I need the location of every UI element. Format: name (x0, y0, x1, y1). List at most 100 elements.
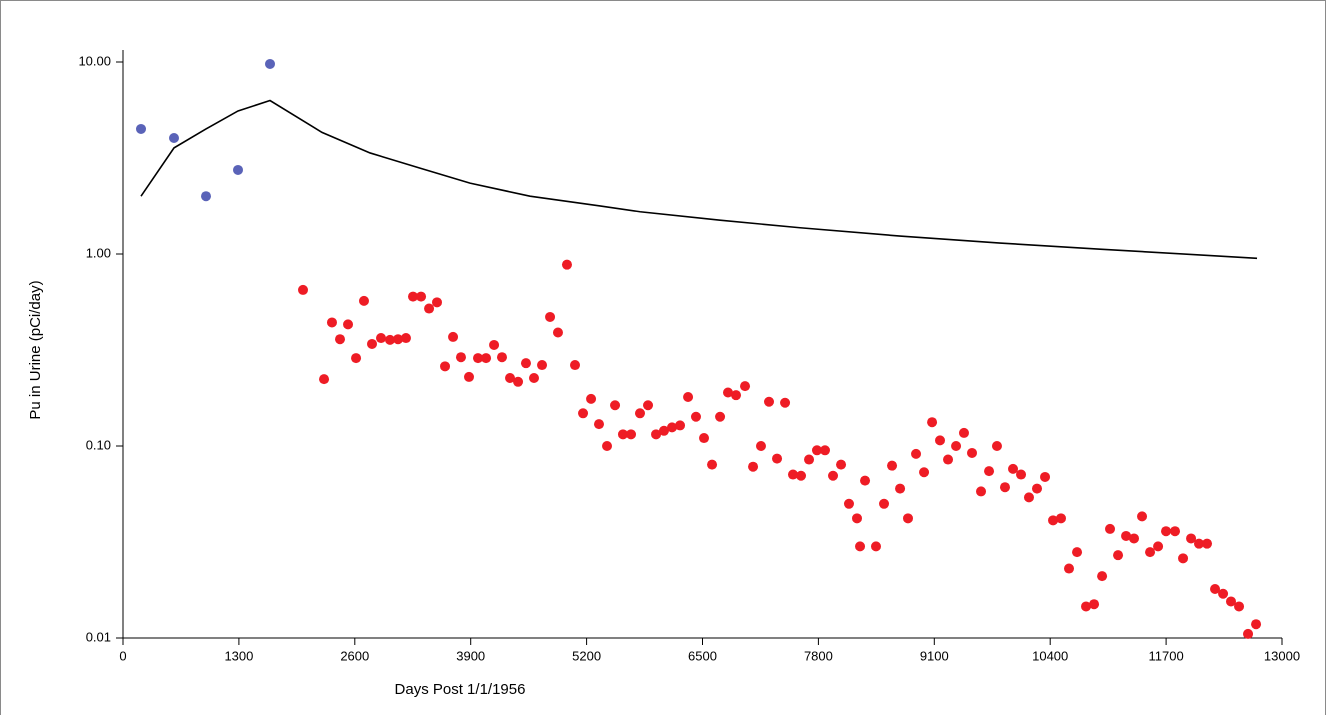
y-axis-title: Pu in Urine (pCi/day) (27, 280, 44, 419)
data-point (326, 317, 337, 328)
data-point (1243, 628, 1254, 639)
data-point (811, 445, 822, 456)
data-point (1097, 571, 1108, 582)
data-point (537, 360, 548, 371)
data-point (690, 411, 701, 422)
x-tick-label: 10400 (1032, 648, 1068, 663)
data-point (1064, 563, 1075, 574)
data-point (935, 435, 946, 446)
data-point (828, 470, 839, 481)
data-point (408, 291, 419, 302)
y-tick-label: 0.10 (86, 437, 111, 452)
y-tick-label: 0.01 (86, 629, 111, 644)
data-point (136, 123, 147, 134)
data-point (1121, 530, 1132, 541)
data-point (351, 353, 362, 364)
data-point (683, 391, 694, 402)
data-point (552, 327, 563, 338)
data-point (836, 459, 847, 470)
x-tick-label: 13000 (1264, 648, 1300, 663)
data-point (473, 353, 484, 364)
data-point (1161, 526, 1172, 537)
x-axis-title: Days Post 1/1/1956 (395, 681, 526, 698)
data-point (707, 459, 718, 470)
data-point (393, 334, 404, 345)
data-point (722, 387, 733, 398)
data-point (635, 408, 646, 419)
x-tick-label: 9100 (920, 648, 949, 663)
data-point (265, 58, 276, 69)
data-point (358, 295, 369, 306)
data-point (367, 338, 378, 349)
data-point (610, 400, 621, 411)
data-point (772, 453, 783, 464)
data-point (424, 303, 435, 314)
data-point (586, 393, 597, 404)
data-point (385, 334, 396, 345)
data-point (520, 358, 531, 369)
data-point (1113, 550, 1124, 561)
data-point (1040, 471, 1051, 482)
data-point (748, 461, 759, 472)
x-tick-label: 3900 (456, 648, 485, 663)
y-tick-label: 1.00 (86, 245, 111, 260)
data-point (455, 352, 466, 363)
data-point (298, 284, 309, 295)
data-point (787, 469, 798, 480)
data-point (895, 483, 906, 494)
data-point (643, 400, 654, 411)
data-point (780, 397, 791, 408)
data-point (943, 454, 954, 465)
data-point (545, 311, 556, 322)
data-point (505, 373, 516, 384)
data-point (951, 441, 962, 451)
data-point (625, 429, 636, 440)
data-point (1193, 538, 1204, 549)
data-point (1226, 596, 1237, 607)
y-tick-label: 10.00 (78, 53, 111, 68)
data-point (481, 353, 492, 364)
data-point (448, 331, 459, 342)
data-point (168, 132, 179, 143)
data-point (911, 448, 922, 459)
data-point (819, 445, 830, 456)
x-tick-label: 0 (119, 648, 126, 663)
data-point (804, 454, 815, 465)
data-point (976, 486, 987, 497)
data-point (561, 259, 572, 270)
data-point (675, 420, 686, 431)
data-point (528, 373, 539, 384)
fit-line (140, 99, 1258, 260)
data-point (1145, 547, 1156, 558)
data-point (376, 333, 387, 344)
data-point (431, 297, 442, 308)
data-point (416, 291, 427, 302)
data-point (1202, 538, 1213, 549)
data-point (1251, 619, 1262, 630)
data-point (755, 441, 766, 451)
data-point (1105, 523, 1116, 534)
data-point (593, 419, 604, 430)
data-point (1008, 463, 1019, 474)
data-point (1170, 526, 1181, 537)
data-point (796, 470, 807, 481)
data-point (570, 360, 581, 371)
data-point (852, 513, 863, 524)
data-point (715, 411, 726, 422)
data-point (902, 513, 913, 524)
data-point (1048, 515, 1059, 526)
data-point (658, 425, 669, 436)
data-point (343, 319, 354, 330)
data-point (1032, 483, 1043, 494)
data-point (1218, 588, 1229, 599)
data-point (1072, 547, 1083, 558)
data-point (991, 441, 1002, 451)
data-point (578, 408, 589, 419)
data-point (731, 390, 742, 401)
data-point (489, 339, 500, 350)
data-point (667, 422, 678, 433)
data-point (927, 417, 938, 428)
x-tick-label: 2600 (340, 648, 369, 663)
data-point (513, 376, 524, 387)
